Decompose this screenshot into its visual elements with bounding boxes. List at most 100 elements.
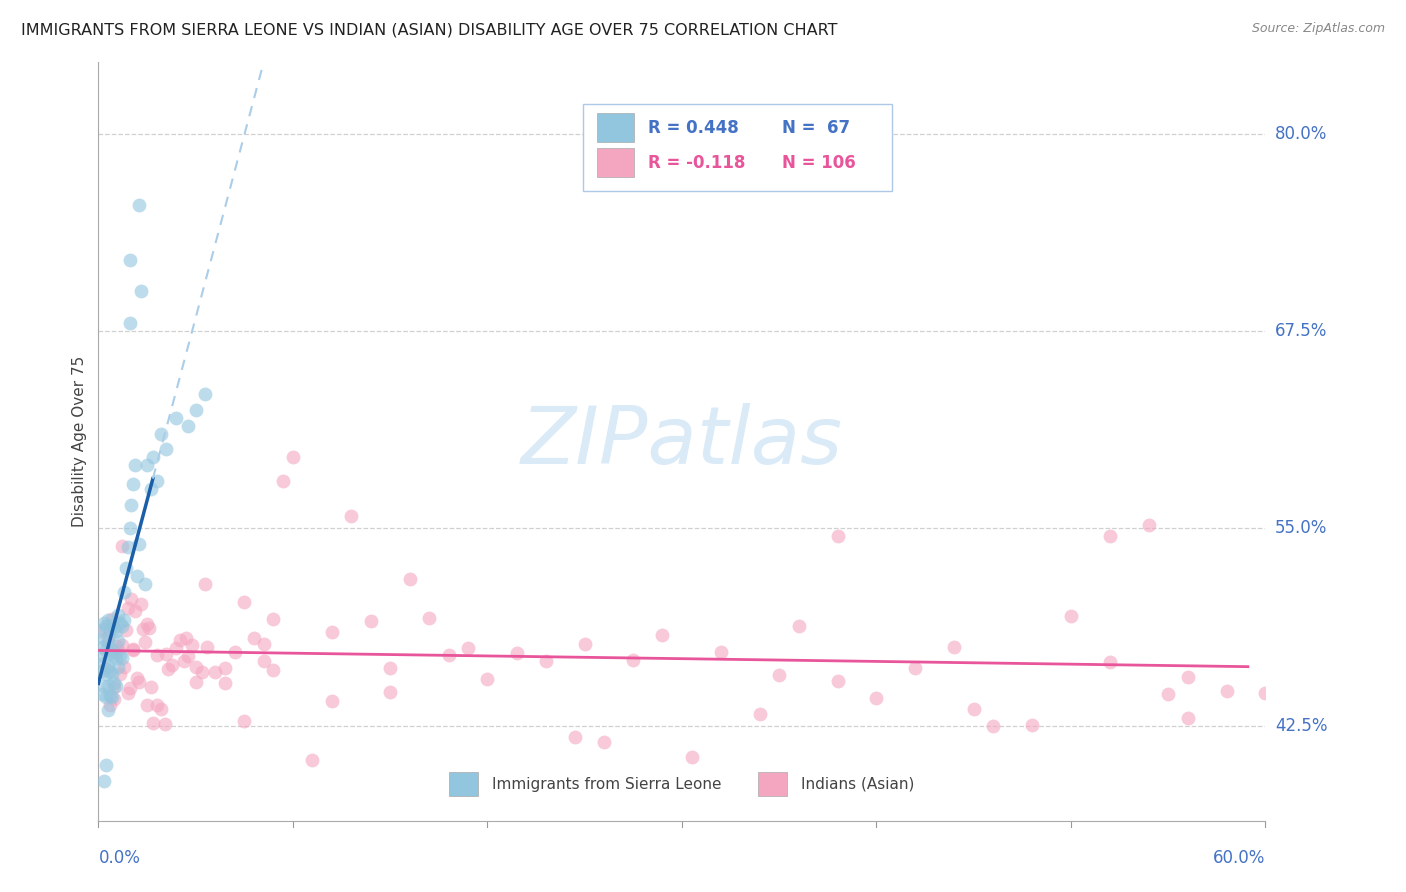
Point	[108, 648, 131, 662]
Point	[195, 640, 218, 654]
Point	[398, 572, 420, 586]
Point	[165, 641, 187, 656]
Point	[787, 618, 810, 632]
Point	[1177, 711, 1199, 725]
Point	[114, 561, 136, 575]
Point	[128, 537, 150, 551]
Point	[104, 651, 127, 665]
Point	[651, 627, 673, 641]
Text: 55.0%: 55.0%	[1275, 519, 1327, 537]
Point	[136, 698, 159, 713]
Point	[93, 774, 115, 789]
Point	[173, 654, 195, 668]
Point	[574, 637, 596, 651]
Point	[177, 418, 200, 433]
Point	[827, 529, 849, 543]
Point	[103, 692, 125, 706]
Point	[111, 619, 134, 633]
Point	[184, 403, 207, 417]
Point	[564, 730, 586, 744]
Point	[112, 659, 135, 673]
Point	[253, 637, 276, 651]
Point	[121, 592, 143, 607]
Point	[1098, 529, 1121, 543]
Point	[97, 630, 120, 644]
Text: 0.0%: 0.0%	[98, 849, 141, 867]
Point	[418, 611, 440, 625]
Point	[253, 654, 276, 668]
Point	[621, 653, 644, 667]
Point	[124, 458, 146, 473]
Point	[107, 660, 129, 674]
Text: N = 106: N = 106	[782, 153, 856, 171]
Point	[271, 474, 294, 488]
Point	[146, 698, 169, 712]
Point	[1157, 687, 1180, 701]
Point	[340, 508, 363, 523]
Point	[593, 734, 616, 748]
Point	[91, 640, 114, 654]
Point	[127, 569, 149, 583]
Point	[380, 661, 402, 675]
Point	[122, 643, 145, 657]
Point	[98, 664, 121, 678]
Text: 60.0%: 60.0%	[1213, 849, 1265, 867]
Point	[96, 690, 118, 705]
Point	[89, 648, 111, 662]
Text: IMMIGRANTS FROM SIERRA LEONE VS INDIAN (ASIAN) DISABILITY AGE OVER 75 CORRELATIO: IMMIGRANTS FROM SIERRA LEONE VS INDIAN (…	[21, 22, 838, 37]
Point	[149, 426, 172, 441]
Point	[96, 619, 118, 633]
Point	[129, 597, 152, 611]
Point	[124, 604, 146, 618]
Point	[1060, 609, 1083, 624]
Point	[136, 617, 159, 632]
Point	[93, 656, 115, 670]
Point	[127, 671, 149, 685]
Point	[93, 632, 115, 646]
Point	[865, 691, 887, 706]
Point	[117, 600, 139, 615]
Point	[157, 662, 180, 676]
Text: R = 0.448: R = 0.448	[648, 119, 738, 136]
Text: Indians (Asian): Indians (Asian)	[801, 777, 914, 792]
Point	[122, 641, 145, 656]
Point	[97, 679, 120, 693]
Point	[97, 703, 120, 717]
Point	[1215, 684, 1237, 698]
Point	[943, 640, 966, 654]
Point	[962, 702, 984, 716]
Point	[129, 285, 152, 299]
Point	[194, 577, 217, 591]
Point	[112, 584, 135, 599]
Point	[214, 661, 236, 675]
Point	[380, 685, 402, 699]
Point	[180, 638, 202, 652]
Point	[107, 608, 129, 623]
FancyBboxPatch shape	[582, 104, 891, 191]
Point	[1021, 718, 1043, 732]
Point	[1177, 670, 1199, 684]
Point	[1098, 655, 1121, 669]
Y-axis label: Disability Age Over 75: Disability Age Over 75	[72, 356, 87, 527]
Point	[437, 648, 460, 662]
Point	[184, 660, 207, 674]
Text: 67.5%: 67.5%	[1275, 322, 1327, 340]
Point	[128, 197, 150, 211]
Point	[534, 653, 557, 667]
Text: 80.0%: 80.0%	[1275, 125, 1327, 143]
Text: Source: ZipAtlas.com: Source: ZipAtlas.com	[1251, 22, 1385, 36]
Point	[96, 662, 118, 676]
Point	[117, 685, 139, 699]
Point	[97, 635, 120, 649]
Point	[93, 616, 115, 631]
Point	[96, 758, 118, 772]
Point	[108, 616, 131, 631]
Point	[134, 634, 156, 648]
Point	[98, 646, 121, 660]
Point	[233, 595, 256, 609]
Point	[117, 541, 139, 555]
FancyBboxPatch shape	[449, 772, 478, 797]
Point	[121, 498, 143, 512]
Point	[155, 647, 177, 661]
Point	[505, 646, 527, 660]
